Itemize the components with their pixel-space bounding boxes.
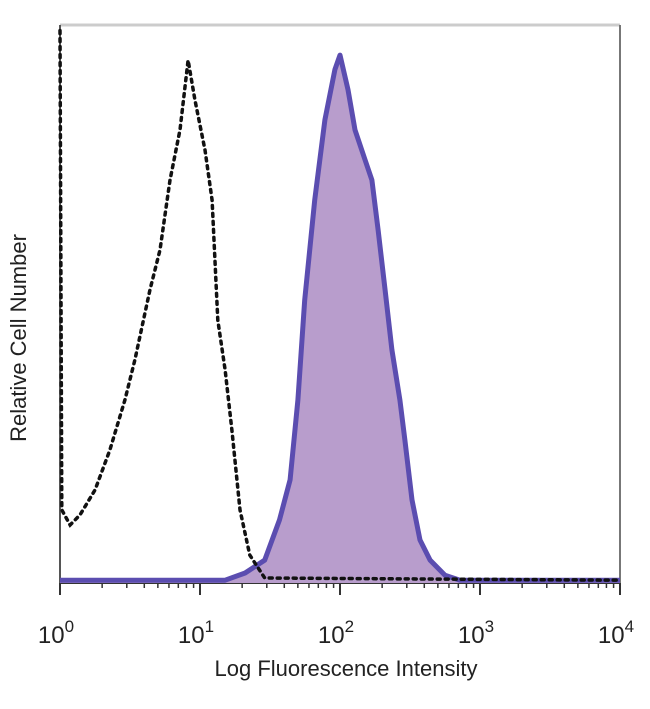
filled-histogram-outline (60, 52, 620, 583)
x-tick-exponent: 1 (205, 617, 214, 636)
x-tick-base: 10 (178, 622, 205, 649)
control-histogram-dotted-line (58, 28, 622, 582)
x-tick-label: 100 (38, 617, 74, 649)
x-tick-exponent: 0 (65, 617, 74, 636)
x-tick-exponent: 4 (625, 617, 634, 636)
x-tick-base: 10 (38, 622, 65, 649)
x-tick-base: 10 (598, 622, 625, 649)
series-layer (58, 28, 622, 584)
filled-histogram-area (60, 55, 620, 584)
x-tick-label: 101 (178, 617, 214, 649)
x-axis-label: Log Fluorescence Intensity (215, 656, 478, 681)
x-tick-exponent: 3 (485, 617, 494, 636)
x-tick-label: 102 (318, 617, 354, 649)
x-tick-exponent: 2 (345, 617, 354, 636)
y-axis-label: Relative Cell Number (6, 234, 31, 442)
x-tick-label: 103 (458, 617, 494, 649)
x-ticks: 100 101 102 103 104 (38, 583, 634, 649)
x-tick-base: 10 (458, 622, 485, 649)
x-tick-base: 10 (318, 622, 345, 649)
x-tick-label: 104 (598, 617, 634, 649)
